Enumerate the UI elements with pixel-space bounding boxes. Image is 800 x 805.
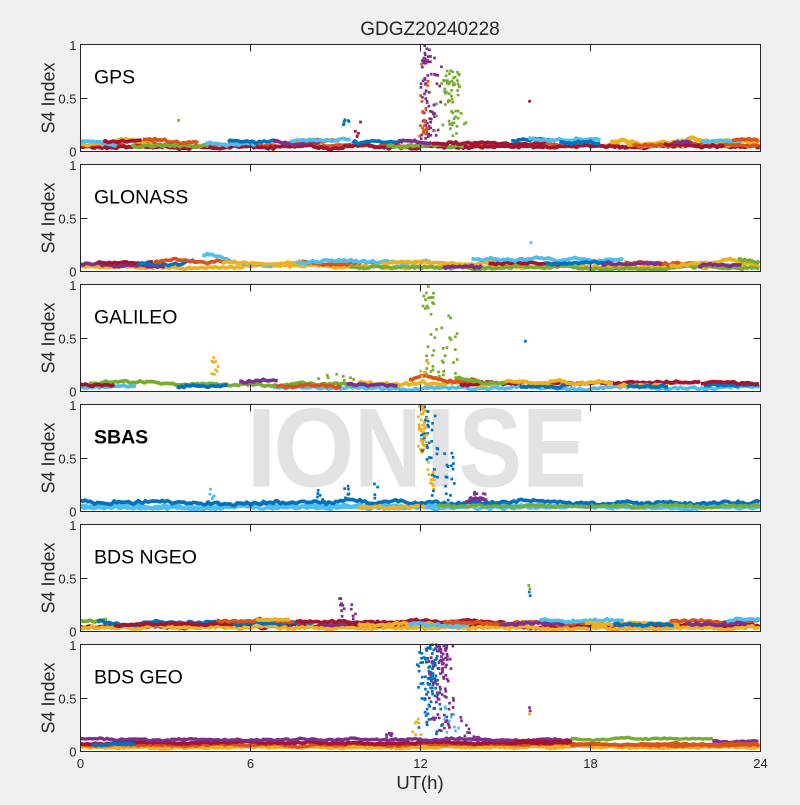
svg-text:0: 0: [69, 505, 76, 520]
svg-text:12: 12: [413, 756, 427, 771]
svg-text:0: 0: [69, 145, 76, 160]
svg-text:0: 0: [69, 265, 76, 280]
svg-text:S4 Index: S4 Index: [39, 182, 59, 253]
svg-text:1: 1: [69, 398, 76, 413]
svg-text:BDS GEO: BDS GEO: [94, 667, 183, 689]
svg-text:S4 Index: S4 Index: [39, 542, 59, 613]
svg-text:0.5: 0.5: [58, 692, 76, 707]
svg-text:GALILEO: GALILEO: [94, 307, 177, 329]
svg-text:0: 0: [69, 385, 76, 400]
svg-text:0.5: 0.5: [58, 332, 76, 347]
svg-text:0: 0: [77, 756, 84, 771]
svg-text:1: 1: [69, 158, 76, 173]
svg-text:GLONASS: GLONASS: [94, 187, 188, 209]
svg-text:S4 Index: S4 Index: [39, 302, 59, 373]
svg-text:0.5: 0.5: [58, 212, 76, 227]
svg-text:S: S: [459, 386, 522, 511]
svg-text:S4 Index: S4 Index: [39, 62, 59, 133]
svg-text:1: 1: [69, 38, 76, 53]
svg-text:0.5: 0.5: [58, 452, 76, 467]
svg-text:0: 0: [69, 625, 76, 640]
svg-text:GDGZ20240228: GDGZ20240228: [360, 19, 499, 40]
svg-text:6: 6: [247, 756, 254, 771]
svg-text:1: 1: [69, 638, 76, 653]
svg-text:18: 18: [583, 756, 597, 771]
svg-text:S4 Index: S4 Index: [39, 662, 59, 733]
svg-text:SBAS: SBAS: [94, 427, 148, 449]
svg-text:UT(h): UT(h): [396, 772, 443, 793]
svg-text:S4 Index: S4 Index: [39, 422, 59, 493]
svg-text:24: 24: [753, 756, 767, 771]
svg-text:1: 1: [69, 278, 76, 293]
svg-text:0.5: 0.5: [58, 92, 76, 107]
svg-text:I: I: [246, 386, 277, 511]
svg-text:E: E: [522, 386, 587, 511]
svg-text:0: 0: [69, 745, 76, 760]
svg-text:BDS NGEO: BDS NGEO: [94, 547, 197, 569]
svg-text:GPS: GPS: [94, 67, 135, 89]
svg-text:O: O: [273, 385, 354, 510]
svg-text:1: 1: [69, 518, 76, 533]
svg-text:N: N: [354, 385, 421, 510]
svg-text:0.5: 0.5: [58, 572, 76, 587]
